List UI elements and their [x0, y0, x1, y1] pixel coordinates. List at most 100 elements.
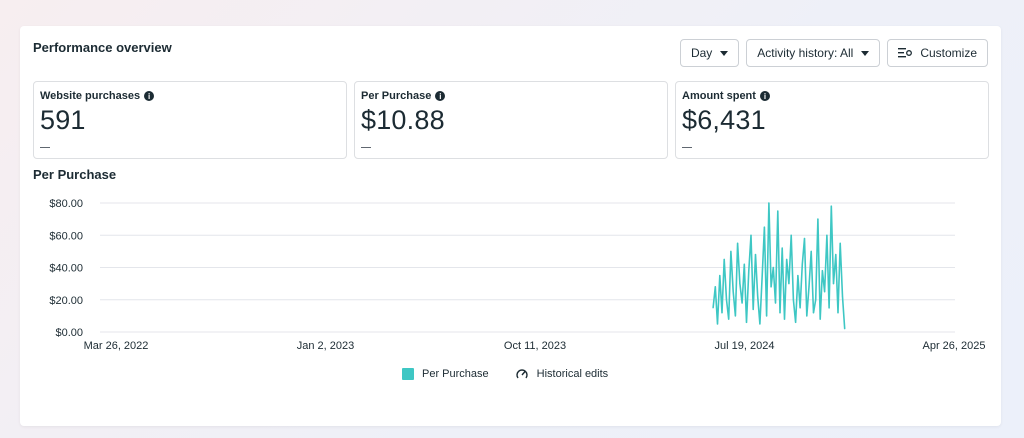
data-point	[714, 286, 716, 288]
data-point	[821, 270, 823, 272]
day-dropdown[interactable]: Day	[679, 39, 740, 67]
data-point	[779, 312, 781, 314]
data-point	[732, 291, 734, 293]
data-point	[783, 318, 786, 320]
data-point	[741, 302, 743, 304]
data-point	[719, 274, 721, 277]
data-point	[799, 307, 801, 309]
x-tick-label: Jul 19, 2024	[715, 340, 775, 352]
data-point	[803, 237, 806, 240]
data-point	[761, 274, 763, 277]
data-point	[844, 328, 846, 330]
data-point	[837, 312, 839, 314]
data-point	[819, 318, 821, 320]
info-icon[interactable]: i	[435, 91, 446, 101]
customize-label: Customize	[920, 46, 977, 60]
chart-legend: Per Purchase Historical edits	[402, 367, 608, 381]
data-point	[841, 295, 844, 298]
data-point	[725, 299, 728, 301]
data-point	[730, 250, 732, 252]
toolbar: Day Activity history: All Customize	[679, 39, 988, 67]
data-point	[824, 291, 826, 293]
data-point	[768, 202, 770, 204]
data-point	[745, 321, 748, 323]
y-tick-label: $80.00	[49, 198, 83, 210]
data-point	[734, 315, 736, 317]
data-point	[739, 283, 741, 285]
data-point	[812, 312, 815, 314]
x-tick-label: Apr 26, 2025	[923, 340, 986, 352]
y-tick-label: $60.00	[49, 230, 83, 242]
data-point	[830, 205, 832, 207]
legend-item-historical-edits[interactable]: Historical edits	[515, 367, 609, 381]
data-point	[716, 323, 719, 325]
legend-label: Historical edits	[536, 368, 609, 380]
data-point	[743, 263, 745, 265]
metric-value: $10.88	[361, 105, 445, 135]
data-point	[712, 307, 714, 309]
data-point	[757, 295, 759, 298]
data-point	[750, 234, 752, 236]
data-point	[728, 318, 730, 320]
data-point	[835, 254, 837, 256]
data-point	[790, 234, 792, 236]
data-point	[754, 254, 757, 256]
per-purchase-chart[interactable]: $0.00 $20.00 $40.00 $60.00 $80.00 Mar 26, 202…	[20, 186, 1001, 366]
data-point	[752, 308, 754, 311]
metric-card-website-purchases[interactable]: Website purchases i 591	[33, 81, 347, 159]
data-point	[817, 218, 819, 220]
data-point	[772, 266, 774, 269]
metric-cards: Website purchases i 591 Per Purchase i $…	[33, 81, 989, 159]
data-point	[788, 283, 790, 285]
data-point	[777, 210, 779, 212]
day-dropdown-label: Day	[690, 46, 713, 60]
metric-change	[40, 147, 50, 148]
metric-label: Website purchases	[40, 90, 141, 102]
data-point	[774, 302, 777, 304]
metric-card-amount-spent[interactable]: Amount spent i $6,431	[675, 81, 989, 159]
x-tick-label: Jan 2, 2023	[297, 340, 355, 352]
data-point	[792, 299, 794, 301]
customize-button[interactable]: Customize	[887, 39, 988, 67]
data-point	[801, 263, 803, 265]
data-point	[766, 315, 768, 317]
metric-change	[361, 147, 371, 148]
activity-history-dropdown[interactable]: Activity history: All	[746, 39, 881, 67]
chart-title: Per Purchase	[33, 167, 117, 182]
info-icon[interactable]: i	[759, 91, 770, 101]
y-tick-label: $20.00	[49, 295, 83, 307]
performance-overview-card: Performance overview Day Activity histor…	[20, 26, 1001, 426]
data-point	[748, 270, 750, 272]
metric-label-row: Per Purchase i	[361, 90, 661, 102]
data-point	[810, 250, 812, 252]
data-point	[795, 321, 797, 323]
caret-down-icon	[861, 50, 870, 56]
data-point	[828, 307, 830, 309]
data-point	[770, 286, 772, 288]
data-point	[759, 323, 761, 325]
data-point	[723, 258, 725, 261]
legend-item-per-purchase[interactable]: Per Purchase	[402, 367, 489, 381]
legend-label: Per Purchase	[422, 368, 489, 380]
data-point	[721, 312, 723, 314]
data-point	[737, 242, 739, 244]
metric-value: $6,431	[682, 105, 766, 135]
metric-change	[682, 147, 692, 148]
info-icon[interactable]: i	[144, 91, 155, 101]
data-point	[797, 274, 799, 277]
data-point	[763, 226, 765, 228]
metric-value: 591	[40, 105, 86, 135]
metric-label-row: Amount spent i	[682, 90, 982, 102]
metric-card-per-purchase[interactable]: Per Purchase i $10.88	[354, 81, 668, 159]
data-point	[781, 247, 783, 249]
data-point	[815, 299, 817, 301]
data-point	[826, 234, 828, 236]
metric-label: Per Purchase	[361, 90, 432, 102]
y-tick-label: $0.00	[55, 327, 83, 339]
series-line-per-purchase	[712, 202, 846, 329]
customize-columns-icon	[898, 48, 913, 58]
metric-label: Amount spent	[682, 90, 756, 102]
y-tick-label: $40.00	[49, 263, 83, 275]
x-tick-label: Mar 26, 2022	[84, 340, 149, 352]
gauge-edit-icon	[515, 369, 528, 379]
